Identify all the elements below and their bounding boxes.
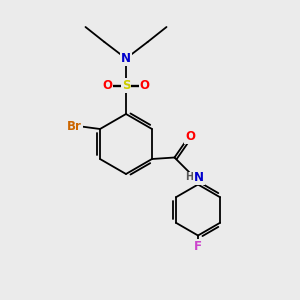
Text: F: F <box>194 239 202 253</box>
Text: Br: Br <box>67 120 82 133</box>
Text: O: O <box>102 79 112 92</box>
Text: O: O <box>140 79 150 92</box>
Text: S: S <box>122 79 130 92</box>
Text: N: N <box>121 52 131 65</box>
Text: H: H <box>185 172 194 182</box>
Text: O: O <box>185 130 195 143</box>
Text: N: N <box>194 171 204 184</box>
